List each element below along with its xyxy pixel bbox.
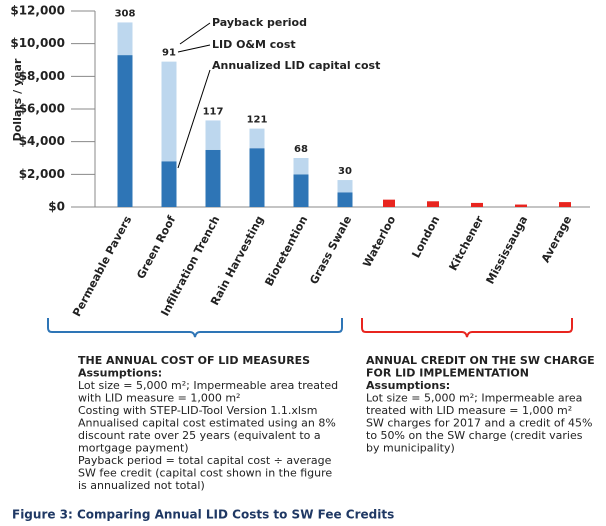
- note-subtitle: Assumptions:: [366, 379, 450, 392]
- brace: [361, 318, 573, 338]
- note-line: to 50% on the SW charge (credit varies: [366, 429, 583, 442]
- note-line: Annualised capital cost estimated using …: [78, 417, 336, 430]
- note-title: ANNUAL CREDIT ON THE SW CHARGE: [366, 354, 595, 367]
- payback-label: 121: [247, 115, 268, 126]
- y-tick-label: $12,000: [10, 4, 65, 18]
- note-line: Lot size = 5,000 m²; Impermeable area: [366, 392, 582, 405]
- annotation-arrow: [179, 22, 211, 45]
- x-tick-label: Average: [539, 214, 574, 265]
- note-line: Lot size = 5,000 m²; Impermeable area tr…: [78, 379, 338, 392]
- x-tick-label: Grass Swale: [307, 214, 354, 287]
- caption: Figure 3: Comparing Annual LID Costs to …: [12, 508, 394, 522]
- bar: [337, 180, 353, 193]
- y-tick-label: $4,000: [19, 134, 65, 148]
- bar: [559, 202, 571, 207]
- note-title: FOR LID IMPLEMENTATION: [366, 367, 529, 380]
- payback-label: 68: [294, 144, 308, 155]
- x-tick-label: Waterloo: [360, 213, 398, 269]
- x-tick-label: Green Roof: [134, 214, 178, 282]
- note-line: SW charges for 2017 and a credit of 45%: [366, 417, 592, 430]
- bar: [249, 128, 265, 149]
- y-tick-label: $8,000: [19, 69, 65, 83]
- note-subtitle: Assumptions:: [78, 367, 162, 380]
- annotation-arrow: [177, 69, 211, 169]
- y-axis-title: Dollars / year: [11, 58, 24, 141]
- bar: [515, 204, 527, 207]
- note-title: THE ANNUAL COST OF LID MEASURES: [78, 354, 310, 367]
- bar: [161, 161, 177, 207]
- bar: [337, 192, 353, 207]
- bar: [427, 201, 439, 207]
- annotation: Annualized LID capital cost: [212, 59, 380, 72]
- y-tick-label: $0: [48, 200, 65, 214]
- y-tick-label: $6,000: [19, 102, 65, 116]
- bar: [117, 55, 133, 207]
- payback-label: 117: [203, 106, 224, 117]
- bar: [293, 158, 309, 175]
- annotation-arrow: [177, 44, 211, 53]
- x-tick-label: Mississauga: [483, 214, 530, 287]
- bar: [117, 22, 133, 56]
- note-line: discount rate over 25 years (equivalent …: [78, 429, 321, 442]
- note-line: is annualized not total): [78, 479, 205, 492]
- bar: [249, 148, 265, 207]
- annotation: LID O&M cost: [212, 38, 296, 51]
- x-tick-label: London: [409, 214, 442, 260]
- note-line: Payback period = total capital cost ÷ av…: [78, 454, 332, 467]
- bar: [205, 149, 221, 207]
- bar: [205, 120, 221, 150]
- note-line: SW fee credit (capital cost shown in the…: [78, 467, 332, 480]
- x-tick-label: Bioretention: [262, 214, 310, 289]
- bar: [293, 174, 309, 207]
- note-line: with LID measure = 1,000 m²: [78, 392, 240, 405]
- note-line: Costing with STEP-LID-Tool Version 1.1.x…: [78, 404, 317, 417]
- bar: [471, 202, 483, 207]
- x-tick-label: Permeable Pavers: [70, 213, 134, 318]
- bar: [161, 61, 177, 162]
- brace: [47, 318, 343, 338]
- y-tick-label: $2,000: [19, 167, 65, 181]
- note-line: treated with LID measure = 1,000 m²: [366, 404, 572, 417]
- payback-label: 30: [338, 166, 352, 177]
- bar: [383, 199, 395, 207]
- note-line: mortgage payment): [78, 442, 189, 455]
- payback-label: 91: [162, 48, 176, 59]
- payback-label: 308: [115, 8, 136, 19]
- y-tick-label: $10,000: [10, 36, 65, 50]
- annotation: Payback period: [212, 16, 307, 29]
- note-line: by municipality): [366, 442, 455, 455]
- x-tick-label: Kitchener: [447, 213, 487, 273]
